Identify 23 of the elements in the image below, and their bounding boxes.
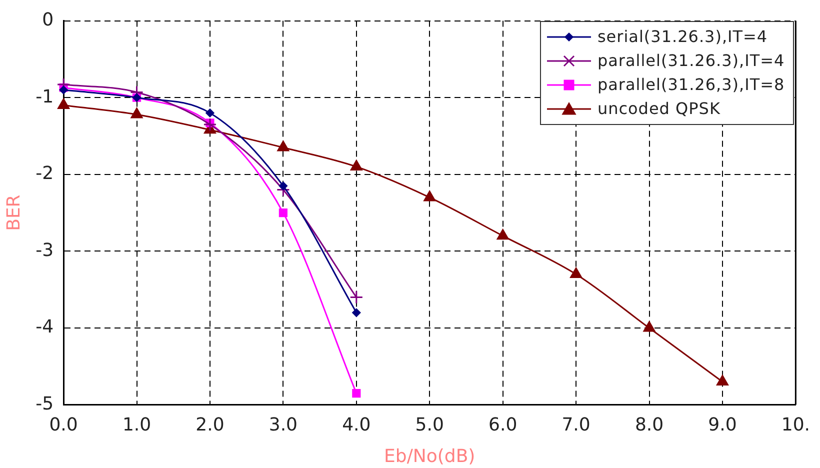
x-tick-label: 1.0 [122, 414, 152, 436]
x-tick-label: 7.0 [562, 414, 590, 436]
x-tick-label: 8.0 [634, 414, 664, 436]
legend-label: serial(31.26.3),IT=4 [597, 27, 768, 46]
y-tick-label: -3 [36, 240, 54, 261]
y-tick-label: 0 [42, 9, 54, 30]
x-tick-label: 10. [781, 414, 810, 436]
legend-label: uncoded QPSK [597, 99, 720, 118]
x-axis-title: Eb/No(dB) [384, 446, 476, 467]
y-axis-title: BER [3, 194, 24, 231]
x-tick-label: 4.0 [342, 414, 371, 436]
x-tick-label: 3.0 [268, 414, 298, 436]
x-tick-label: 0.0 [49, 414, 78, 436]
x-tick-label: 2.0 [196, 414, 224, 436]
y-tick-label: -1 [36, 86, 54, 108]
y-tick-label: -5 [36, 393, 54, 414]
legend-label: parallel(31.26,3),IT=8 [597, 75, 785, 94]
y-tick-label: -4 [36, 316, 54, 338]
x-tick-label: 5.0 [415, 414, 444, 436]
x-tick-label: 9.0 [708, 414, 737, 436]
x-tick-label: 6.0 [488, 414, 518, 436]
legend-label: parallel(31.26.3),IT=4 [597, 51, 785, 70]
y-tick-label: -2 [36, 163, 54, 184]
